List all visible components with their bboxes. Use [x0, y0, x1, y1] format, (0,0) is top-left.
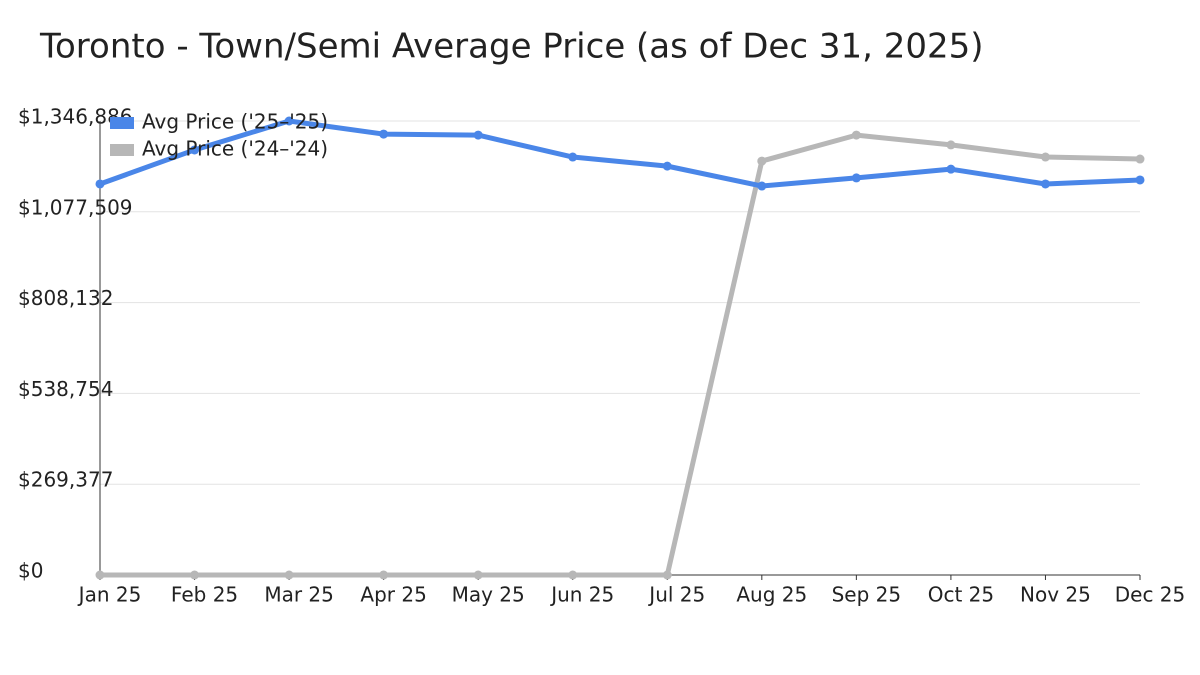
- chart-title: Toronto - Town/Semi Average Price (as of…: [39, 27, 984, 67]
- x-tick-label: Aug 25: [736, 583, 807, 607]
- y-tick-label: $269,377: [18, 468, 113, 492]
- data-point: [662, 161, 672, 171]
- data-point: [379, 129, 389, 139]
- x-tick-label: Jan 25: [77, 583, 142, 607]
- y-tick-label: $808,132: [18, 286, 113, 310]
- data-point: [662, 570, 672, 580]
- data-point: [757, 181, 767, 191]
- data-point: [190, 145, 200, 155]
- x-tick-label: Oct 25: [928, 583, 994, 607]
- data-point: [1135, 175, 1145, 185]
- data-point: [190, 570, 200, 580]
- y-tick-label: $0: [18, 559, 43, 583]
- data-point: [1040, 179, 1050, 189]
- data-point: [946, 140, 956, 150]
- x-tick-label: Feb 25: [171, 583, 238, 607]
- data-point: [851, 173, 861, 183]
- x-tick-label: Sep 25: [832, 583, 902, 607]
- legend-swatch: [110, 117, 134, 129]
- legend-swatch: [110, 144, 134, 156]
- data-point: [284, 116, 294, 126]
- data-point: [568, 570, 578, 580]
- data-point: [95, 570, 105, 580]
- x-tick-label: Nov 25: [1020, 583, 1091, 607]
- data-point: [1040, 152, 1050, 162]
- y-tick-label: $1,077,509: [18, 195, 133, 219]
- data-point: [851, 130, 861, 140]
- data-point: [946, 164, 956, 174]
- x-tick-label: Jun 25: [549, 583, 614, 607]
- legend-label: Avg Price ('24–'24): [142, 137, 328, 161]
- x-tick-label: May 25: [452, 583, 525, 607]
- legend-label: Avg Price ('25–'25): [142, 110, 328, 134]
- data-point: [1135, 154, 1145, 164]
- series-line: [99, 118, 1141, 189]
- data-point: [284, 570, 294, 580]
- x-tick-label: Dec 25: [1115, 583, 1186, 607]
- y-tick-label: $538,754: [18, 377, 113, 401]
- data-point: [757, 156, 767, 166]
- x-tick-label: Jul 25: [647, 583, 705, 607]
- series-line: [100, 132, 1141, 578]
- data-point: [95, 179, 105, 189]
- x-tick-label: Apr 25: [360, 583, 426, 607]
- data-point: [379, 570, 389, 580]
- data-point: [473, 130, 483, 140]
- data-point: [568, 152, 578, 162]
- x-tick-label: Mar 25: [264, 583, 334, 607]
- data-point: [473, 570, 483, 580]
